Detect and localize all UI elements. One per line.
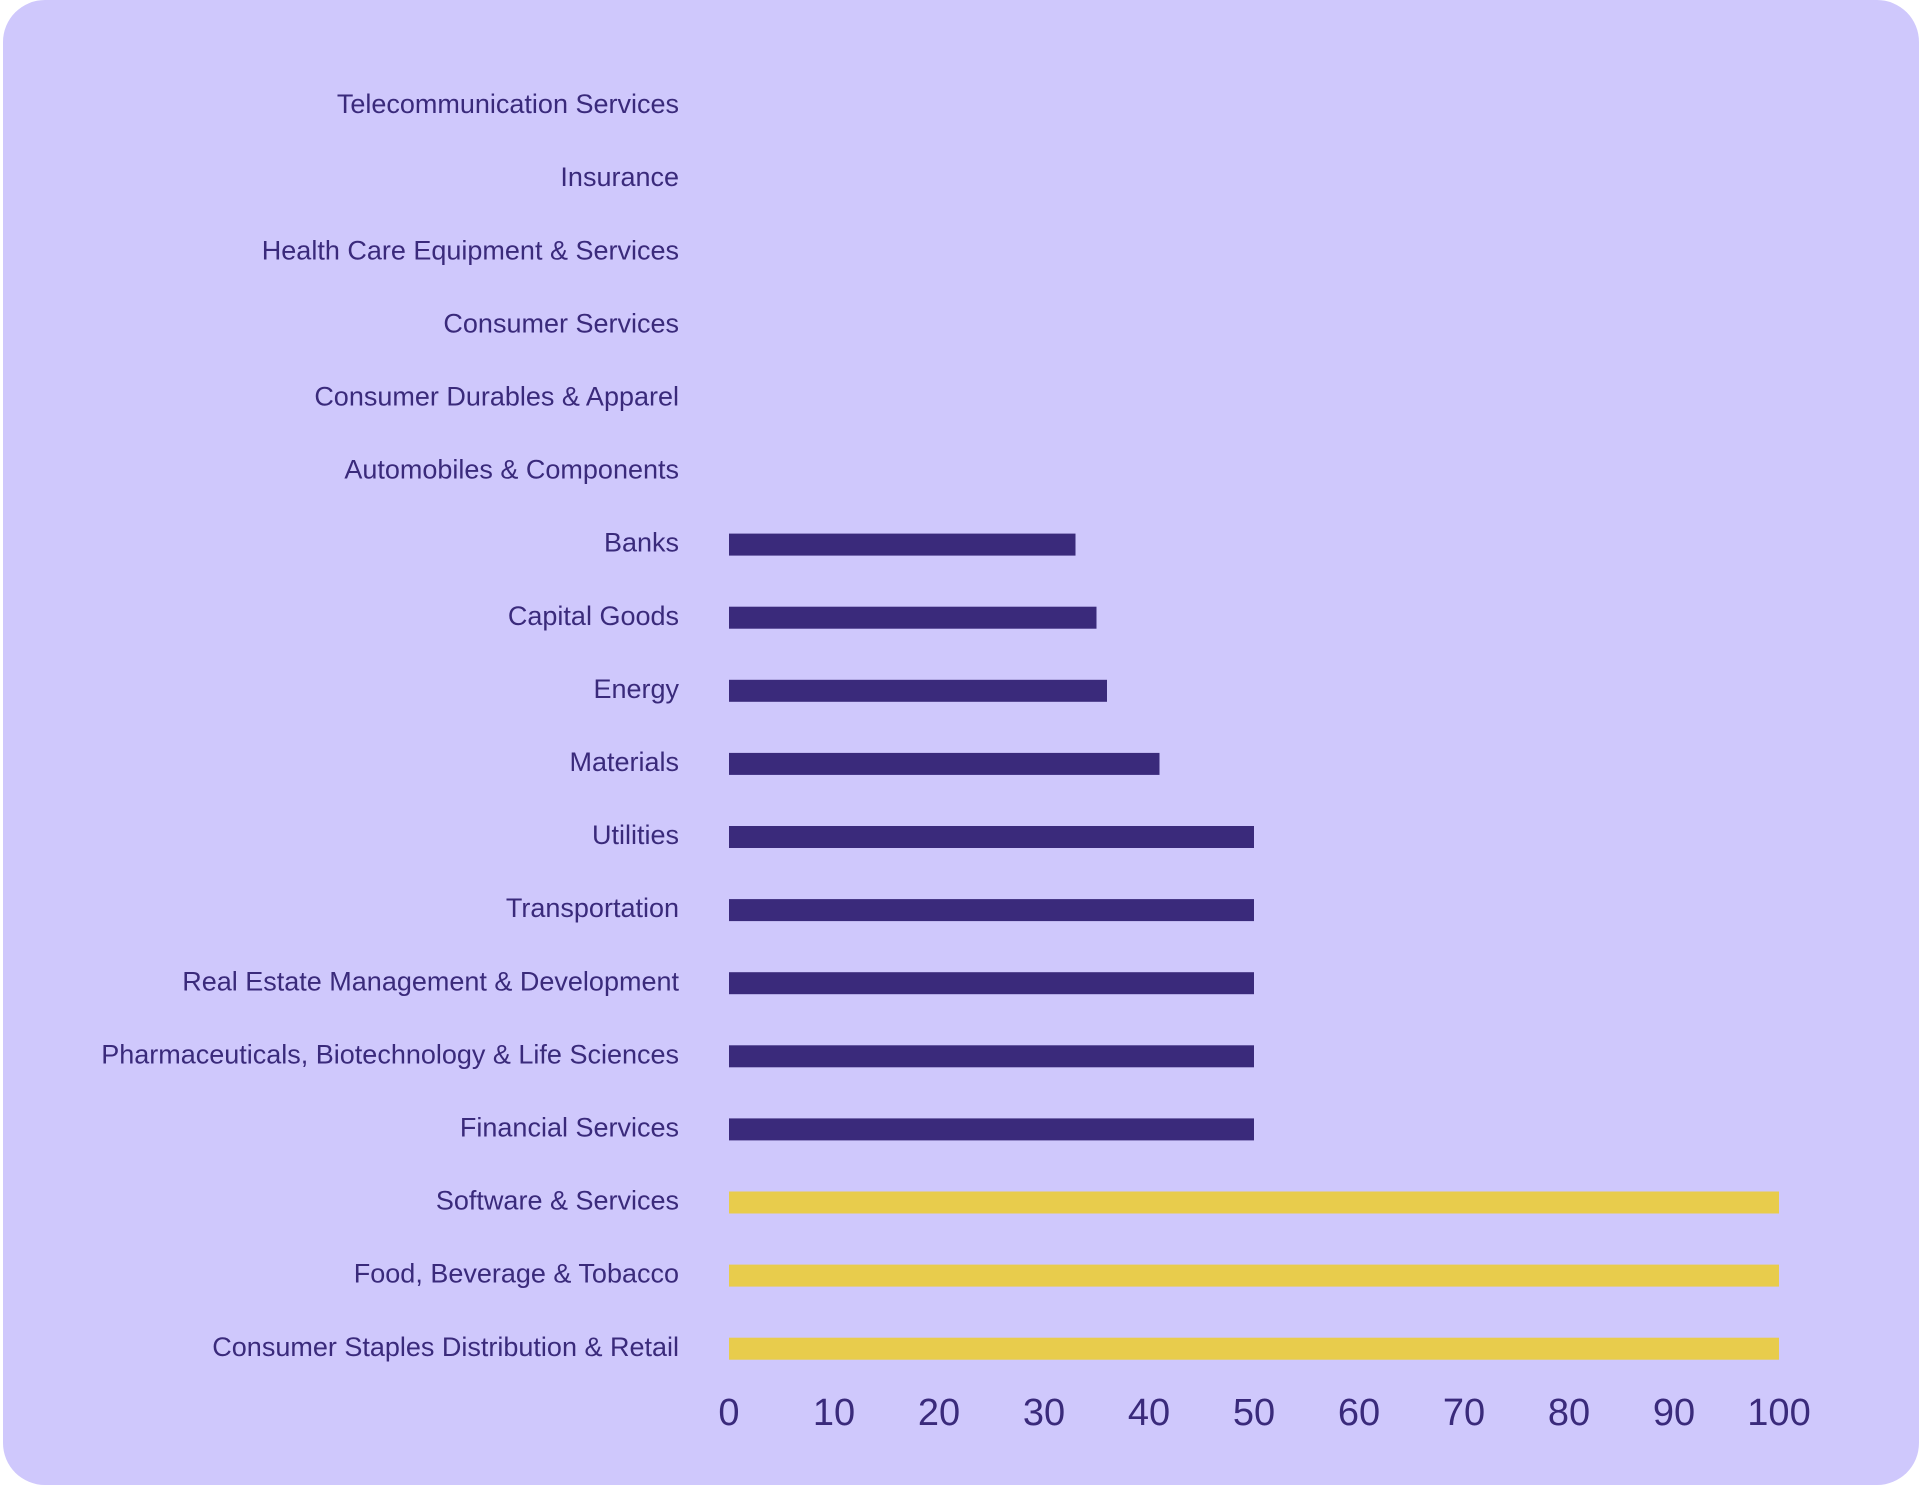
category-label: Utilities — [592, 820, 679, 850]
category-label: Pharmaceuticals, Biotechnology & Life Sc… — [101, 1039, 679, 1069]
chart-card: Telecommunication Services Insurance Healt… — [3, 0, 1919, 1485]
bar — [729, 1045, 1254, 1068]
category-label: Health Care Equipment & Services — [262, 235, 679, 265]
category-label: Real Estate Management & Development — [182, 966, 679, 996]
bar — [729, 1264, 1779, 1287]
x-axis-ticks: 0 10 20 30 40 50 60 70 80 90 100 — [718, 1392, 1810, 1434]
x-tick-label: 10 — [813, 1392, 855, 1434]
x-tick-label: 50 — [1233, 1392, 1275, 1434]
category-label: Automobiles & Components — [344, 455, 679, 485]
bar — [729, 606, 1097, 629]
category-label: Consumer Durables & Apparel — [314, 382, 679, 412]
bar — [729, 1191, 1779, 1214]
x-tick-label: 80 — [1548, 1392, 1590, 1434]
category-label: Insurance — [560, 162, 679, 192]
category-label: Transportation — [506, 893, 679, 923]
bar — [729, 533, 1076, 556]
x-tick-label: 20 — [918, 1392, 960, 1434]
category-labels: Telecommunication Services Insurance Healt… — [101, 89, 679, 1362]
x-tick-label: 60 — [1338, 1392, 1380, 1434]
x-tick-label: 40 — [1128, 1392, 1170, 1434]
x-tick-label: 90 — [1653, 1392, 1695, 1434]
x-tick-label: 30 — [1023, 1392, 1065, 1434]
bars — [729, 533, 1779, 1360]
category-label: Materials — [569, 747, 679, 777]
category-label: Energy — [593, 674, 679, 704]
bar — [729, 826, 1254, 848]
x-tick-label: 0 — [718, 1392, 739, 1434]
category-label: Financial Services — [460, 1113, 679, 1143]
bar — [729, 1337, 1779, 1360]
category-label: Telecommunication Services — [337, 89, 679, 119]
category-label: Consumer Staples Distribution & Retail — [212, 1332, 679, 1362]
bar — [729, 752, 1160, 775]
x-tick-label: 100 — [1747, 1392, 1810, 1434]
category-label: Food, Beverage & Tobacco — [354, 1259, 679, 1289]
bar — [729, 1118, 1254, 1141]
x-tick-label: 70 — [1443, 1392, 1485, 1434]
bar — [729, 899, 1254, 922]
category-label: Software & Services — [436, 1186, 679, 1216]
bar — [729, 972, 1254, 995]
bar-chart: Telecommunication Services Insurance Healt… — [101, 89, 1811, 1434]
category-label: Capital Goods — [508, 601, 679, 631]
bar — [729, 679, 1107, 702]
category-label: Consumer Services — [443, 308, 679, 338]
category-label: Banks — [604, 528, 679, 558]
